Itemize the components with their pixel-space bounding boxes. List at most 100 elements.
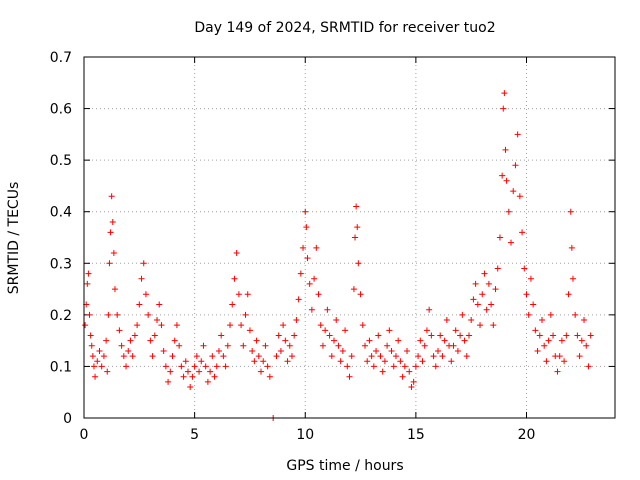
data-point bbox=[131, 332, 138, 339]
data-point bbox=[399, 373, 406, 380]
data-point bbox=[392, 353, 399, 360]
data-point bbox=[111, 286, 118, 293]
data-point bbox=[488, 301, 495, 308]
data-point bbox=[87, 332, 94, 339]
x-tick-label: 0 bbox=[80, 427, 89, 443]
data-point bbox=[465, 332, 472, 339]
chart-title: Day 149 of 2024, SRMTID for receiver tuo… bbox=[194, 20, 495, 36]
data-point bbox=[545, 337, 552, 344]
data-point bbox=[361, 342, 368, 349]
data-point bbox=[165, 378, 172, 385]
data-point bbox=[92, 373, 99, 380]
data-point bbox=[282, 337, 289, 344]
data-point bbox=[543, 358, 550, 365]
data-point bbox=[231, 275, 238, 282]
data-point bbox=[408, 384, 415, 391]
y-tick-label: 0.2 bbox=[50, 308, 72, 324]
data-point bbox=[366, 337, 373, 344]
data-point bbox=[88, 342, 95, 349]
data-point bbox=[448, 358, 455, 365]
data-point bbox=[452, 327, 459, 334]
data-point bbox=[532, 327, 539, 334]
data-point bbox=[337, 358, 344, 365]
data-point bbox=[222, 363, 229, 370]
data-point bbox=[106, 260, 113, 267]
data-point bbox=[149, 353, 156, 360]
data-point bbox=[500, 105, 507, 112]
y-axis-label: SRMTID / TECUs bbox=[6, 182, 22, 295]
data-point bbox=[169, 353, 176, 360]
data-point bbox=[328, 353, 335, 360]
data-point bbox=[200, 342, 207, 349]
data-point bbox=[435, 347, 441, 354]
data-point bbox=[196, 368, 203, 375]
data-point bbox=[151, 332, 158, 339]
data-point bbox=[530, 301, 537, 308]
data-point bbox=[85, 270, 92, 277]
data-point bbox=[406, 368, 413, 375]
data-point bbox=[421, 342, 428, 349]
data-point bbox=[523, 291, 530, 298]
data-point bbox=[176, 342, 183, 349]
data-point bbox=[556, 353, 563, 360]
data-point bbox=[123, 363, 130, 370]
data-point bbox=[98, 363, 105, 370]
data-point bbox=[145, 311, 152, 318]
x-axis-label: GPS time / hours bbox=[286, 458, 403, 474]
data-point bbox=[348, 353, 355, 360]
data-point bbox=[417, 337, 424, 344]
data-point bbox=[191, 363, 198, 370]
data-point bbox=[437, 332, 444, 339]
data-point bbox=[291, 332, 298, 339]
data-point bbox=[220, 353, 227, 360]
data-point bbox=[510, 188, 517, 195]
data-point bbox=[516, 193, 523, 200]
data-point bbox=[303, 224, 310, 231]
data-point bbox=[450, 342, 457, 349]
data-point bbox=[207, 368, 214, 375]
data-point bbox=[386, 327, 393, 334]
data-point bbox=[547, 311, 554, 318]
data-point bbox=[326, 332, 333, 339]
data-point bbox=[204, 378, 211, 385]
data-point bbox=[410, 378, 417, 385]
data-point bbox=[118, 342, 125, 349]
data-point bbox=[538, 317, 545, 324]
data-point bbox=[430, 353, 437, 360]
x-tick-label: 5 bbox=[190, 427, 199, 443]
data-point bbox=[505, 208, 512, 215]
data-point bbox=[569, 275, 576, 282]
data-point bbox=[572, 311, 579, 318]
data-point bbox=[379, 368, 386, 375]
plot-frame bbox=[83, 56, 616, 419]
x-tick-label: 20 bbox=[518, 427, 536, 443]
data-point bbox=[428, 332, 435, 339]
x-tick-label: 10 bbox=[296, 427, 314, 443]
data-point bbox=[304, 255, 311, 262]
data-point bbox=[277, 347, 284, 354]
data-point bbox=[514, 131, 521, 138]
data-point bbox=[512, 162, 519, 169]
data-point bbox=[550, 332, 557, 339]
data-point bbox=[395, 337, 402, 344]
data-point bbox=[401, 363, 408, 370]
data-point bbox=[477, 322, 484, 329]
data-point bbox=[412, 363, 419, 370]
data-point bbox=[109, 219, 116, 226]
data-point bbox=[227, 322, 234, 329]
data-point bbox=[502, 146, 509, 153]
data-point bbox=[284, 358, 291, 365]
data-point bbox=[319, 342, 326, 349]
data-point bbox=[483, 306, 490, 313]
data-point bbox=[461, 337, 468, 344]
data-point bbox=[485, 280, 492, 287]
data-point bbox=[494, 265, 501, 272]
data-point bbox=[255, 353, 262, 360]
axis-ticks bbox=[83, 56, 615, 419]
data-point bbox=[490, 322, 497, 329]
data-point bbox=[125, 347, 132, 354]
data-point bbox=[581, 317, 588, 324]
data-point bbox=[244, 291, 251, 298]
data-point bbox=[198, 358, 205, 365]
